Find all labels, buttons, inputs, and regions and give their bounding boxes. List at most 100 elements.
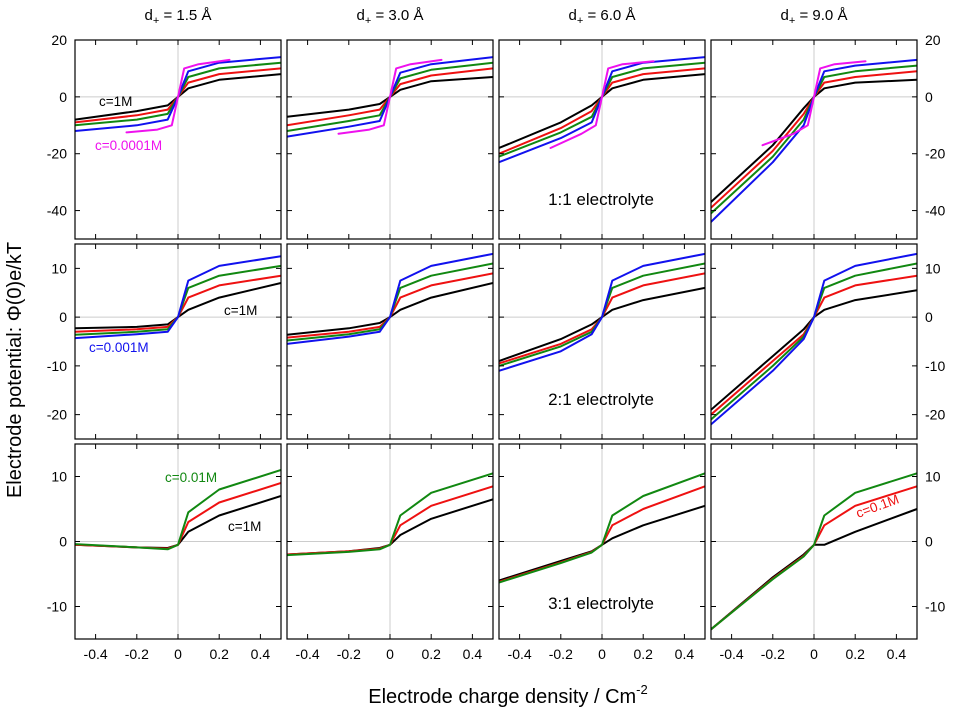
series-line-c=0.001M — [711, 252, 917, 426]
curve-annotation: c=1M — [224, 303, 257, 318]
x-tick-label: 0.2 — [421, 646, 441, 662]
y-tick-label-left: -20 — [47, 146, 67, 162]
x-tick-label: -0.4 — [84, 646, 108, 662]
x-tick-label: 0.2 — [845, 646, 865, 662]
panel-r2-c1: -0.4 -0.2 0 0.2 0.4 — [286, 443, 494, 662]
x-tick-label: 0.2 — [209, 646, 229, 662]
y-tick-label-right: -20 — [925, 407, 945, 423]
y-tick-label-left: 0 — [59, 309, 67, 325]
y-tick-label-right: -10 — [925, 599, 945, 615]
x-tick-label: -0.2 — [337, 646, 361, 662]
column-title-value: = 6.0 Å — [583, 7, 635, 24]
y-tick-label-right: 10 — [925, 469, 941, 485]
series-line-c=0.001M — [287, 252, 493, 345]
series-group — [287, 252, 493, 345]
y-tick-label-right: -20 — [925, 146, 945, 162]
series-line-c=0.01M — [499, 472, 705, 584]
series-line-c=0.01M — [75, 469, 281, 551]
x-tick-label: 0.4 — [675, 646, 695, 662]
y-tick-label-left: 10 — [51, 260, 67, 276]
series-line-c=0.001M — [75, 255, 281, 340]
electrolyte-label: 1:1 electrolyte — [548, 190, 654, 209]
series-group — [287, 56, 493, 138]
column-title: d+ = 6.0 Å — [569, 7, 636, 27]
curve-annotation: c=0.0001M — [95, 138, 162, 153]
y-tick-label-right: 10 — [925, 260, 941, 276]
panel-r1-c2 — [498, 243, 706, 440]
curve-annotation: c=0.01M — [165, 470, 217, 485]
column-title-value: = 3.0 Å — [371, 7, 423, 24]
x-tick-label: 0 — [386, 646, 394, 662]
y-tick-label-right: 0 — [925, 89, 933, 105]
series-group — [499, 252, 705, 372]
column-title: d+ = 3.0 Å — [357, 7, 424, 27]
curve-annotation: c=1M — [228, 519, 261, 534]
y-tick-label-left: -10 — [47, 358, 67, 374]
x-tick-label: -0.2 — [125, 646, 149, 662]
curve-annotation: c=0.001M — [89, 340, 149, 355]
x-tick-label: -0.2 — [761, 646, 785, 662]
column-title-prefix: d — [357, 7, 365, 24]
y-tick-label-right: 0 — [925, 534, 933, 550]
column-title-value: = 9.0 Å — [795, 7, 847, 24]
x-axis-label-exponent: -2 — [636, 682, 648, 697]
x-tick-label: -0.4 — [296, 646, 320, 662]
series-group — [75, 255, 281, 340]
series-group — [75, 56, 281, 134]
x-tick-label: -0.2 — [549, 646, 573, 662]
x-tick-label: 0.2 — [633, 646, 653, 662]
series-line-c=0.01M — [287, 472, 493, 557]
series-group — [499, 56, 705, 164]
column-title-prefix: d — [145, 7, 153, 24]
series-line-c=0.0001M — [761, 60, 867, 147]
x-axis-label: Electrode charge density / Cm-2 — [368, 682, 647, 708]
series-group — [287, 472, 493, 557]
panel-r2-c3: 10 0 -10 -0.4 -0.2 0 0.2 0.4 — [710, 443, 945, 662]
series-group — [75, 469, 281, 551]
y-tick-label-left: 20 — [51, 32, 67, 48]
series-line-c=0.0001M — [549, 60, 655, 149]
x-tick-label: 0.4 — [251, 646, 271, 662]
panel-r1-c0: 10 0 -10 -20 — [47, 243, 282, 440]
column-title-prefix: d — [781, 7, 789, 24]
y-tick-label-left: 10 — [51, 469, 67, 485]
y-tick-label-left: -10 — [47, 599, 67, 615]
column-title-subscript: + — [789, 15, 795, 27]
y-tick-label-left: -40 — [47, 203, 67, 219]
panel-r0-c3: 20 0 -20 -40 — [710, 32, 945, 240]
panel-r1-c3: 10 0 -10 -20 — [710, 243, 945, 440]
series-line-c=0.0001M — [337, 58, 443, 135]
series-group — [711, 252, 917, 426]
column-title: d+ = 9.0 Å — [781, 7, 848, 27]
panel-r1-c1 — [286, 243, 494, 440]
panel-r2-c2: -0.4 -0.2 0 0.2 0.4 — [498, 443, 706, 662]
column-title-subscript: + — [577, 15, 583, 27]
y-tick-label-right: 0 — [925, 309, 933, 325]
curve-annotation: c=1M — [99, 94, 132, 109]
panel-grid: 20 0 -20 -40 20 0 -20 -40 1:1 electrolyte c=1M c=0… — [47, 32, 946, 662]
y-tick-label-left: 0 — [59, 89, 67, 105]
x-axis-label-main: Electrode charge density / Cm — [368, 686, 636, 708]
y-tick-label-left: -20 — [47, 407, 67, 423]
series-group — [711, 472, 917, 631]
panel-r2-c0: 10 0 -10 -0.4 -0.2 0 0.2 0.4 — [47, 443, 282, 662]
series-line-c=0.0001M — [125, 58, 231, 134]
panel-r0-c2 — [498, 39, 706, 240]
y-tick-label-right: -10 — [925, 358, 945, 374]
column-title-prefix: d — [569, 7, 577, 24]
series-group — [711, 58, 917, 223]
y-tick-label-right: -40 — [925, 203, 945, 219]
electrolyte-label: 3:1 electrolyte — [548, 594, 654, 613]
series-group — [499, 472, 705, 584]
x-tick-label: 0 — [810, 646, 818, 662]
x-tick-label: -0.4 — [720, 646, 744, 662]
curve-annotation: c=0.1M — [854, 491, 901, 520]
panel-r0-c1 — [286, 39, 494, 240]
series-line-c=0.001M — [499, 252, 705, 372]
y-tick-label-left: 0 — [59, 534, 67, 550]
column-title-subscript: + — [365, 15, 371, 27]
x-tick-label: 0 — [598, 646, 606, 662]
column-title-value: = 1.5 Å — [159, 7, 211, 24]
